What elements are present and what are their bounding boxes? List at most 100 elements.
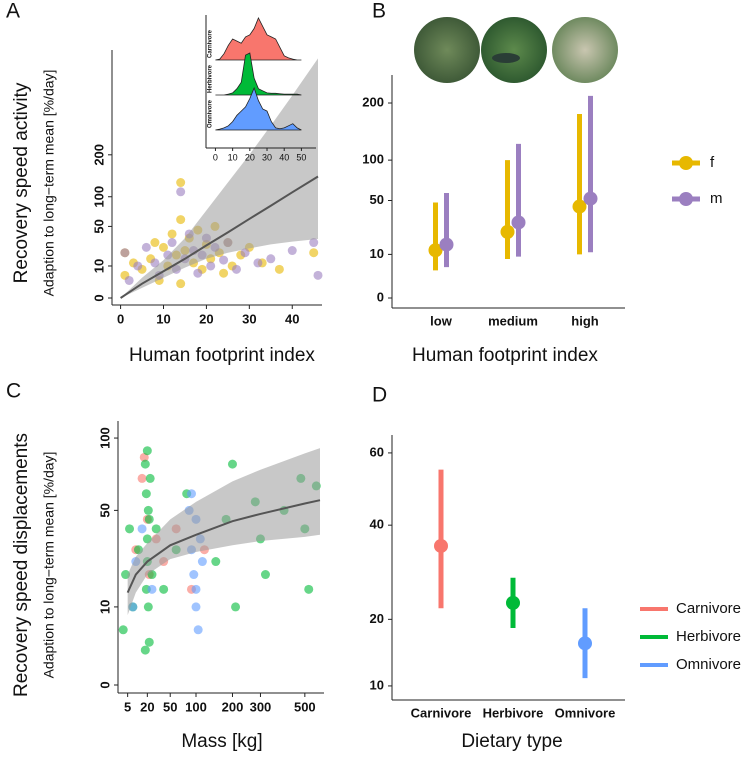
x-axis-title: Mass [kg]	[181, 731, 262, 752]
x-tick-label: medium	[488, 313, 538, 328]
y-tick-label: 0	[377, 289, 384, 304]
x-tick-label: 200	[222, 699, 244, 714]
point	[140, 645, 150, 655]
y-tick-label: 200	[91, 144, 106, 166]
x-tick-label: 500	[294, 699, 316, 714]
x-axis-title: Dietary type	[461, 731, 562, 752]
panel-letter: D	[372, 384, 387, 407]
x-tick-label: 30	[242, 311, 256, 326]
density-area	[215, 86, 302, 131]
point	[506, 595, 520, 610]
point	[147, 584, 157, 594]
x-tick-label: 40	[285, 311, 299, 326]
density-area	[215, 17, 302, 61]
x-axis-title: Human footprint index	[412, 345, 598, 366]
y-axis-title: Recovery speed displacements	[11, 433, 32, 697]
trend-line	[120, 175, 319, 299]
point	[141, 242, 151, 252]
y-tick-label: 50	[370, 192, 384, 207]
density-area	[215, 52, 302, 96]
point	[125, 524, 135, 534]
point	[120, 248, 130, 258]
x-tick-label: 0	[213, 152, 218, 162]
y-tick-label: 0	[91, 294, 106, 301]
x-tick-label: 20	[140, 699, 154, 714]
x-tick-label: Carnivore	[411, 705, 472, 720]
point	[313, 270, 323, 280]
y-tick-label: 10	[91, 259, 106, 273]
point	[231, 264, 241, 274]
point	[137, 473, 147, 483]
x-axis-title: Human footprint index	[129, 345, 315, 366]
x-tick-label: 5	[124, 699, 131, 714]
point	[253, 258, 263, 268]
point	[191, 584, 201, 594]
y-tick-label: 200	[362, 94, 384, 109]
y-tick-label: 100	[97, 427, 112, 449]
trend-line	[126, 499, 321, 594]
confidence-band	[120, 58, 318, 298]
point	[144, 514, 154, 524]
legend-label: Carnivore	[676, 600, 741, 617]
point	[151, 524, 161, 534]
point	[144, 637, 154, 647]
confidence-band	[127, 448, 320, 616]
point	[304, 584, 314, 594]
point	[578, 636, 592, 651]
y-tick-label: 0	[97, 681, 112, 688]
point	[511, 215, 526, 230]
point	[219, 255, 229, 265]
x-tick-label: 20	[245, 152, 255, 162]
photo-detail	[492, 53, 520, 63]
x-tick-label: 40	[279, 152, 289, 162]
point	[145, 473, 155, 483]
y-tick-label: 50	[91, 219, 106, 233]
y-tick-label: 10	[370, 246, 384, 261]
point	[150, 238, 160, 248]
y-tick-label: 100	[91, 186, 106, 208]
x-tick-label: Omnivore	[555, 705, 616, 720]
point	[141, 489, 151, 499]
x-tick-label: 300	[250, 699, 272, 714]
point	[159, 584, 169, 594]
point	[206, 261, 216, 271]
point	[167, 229, 177, 239]
point	[143, 602, 153, 612]
y-axis-title: Recovery speed activity	[11, 82, 32, 283]
point	[191, 602, 201, 612]
legend-label: m	[710, 190, 723, 207]
legend-key	[679, 192, 693, 206]
panel-letter: A	[6, 0, 20, 23]
y-tick-label: 60	[370, 444, 384, 459]
ridge-label: Omnivore	[208, 99, 214, 128]
x-tick-label: 30	[262, 152, 272, 162]
point	[193, 268, 203, 278]
point	[260, 570, 270, 580]
point	[428, 243, 443, 258]
x-tick-label: 50	[296, 152, 306, 162]
y-tick-label: 100	[362, 152, 384, 167]
x-tick-label: 100	[185, 699, 207, 714]
point	[227, 459, 237, 469]
point	[583, 191, 598, 206]
x-tick-label: 50	[163, 699, 177, 714]
y-axis-subtitle: Adaption to long−term mean [%/day]	[41, 70, 57, 297]
point	[133, 261, 143, 271]
point	[197, 557, 207, 567]
point	[189, 570, 199, 580]
x-tick-label: 10	[156, 311, 170, 326]
point	[240, 248, 250, 258]
point	[176, 279, 186, 289]
point	[176, 178, 186, 188]
point	[274, 264, 284, 274]
point	[439, 237, 454, 252]
point	[219, 268, 229, 278]
photo	[414, 17, 480, 83]
x-tick-label: 20	[199, 311, 213, 326]
legend-label: Herbivore	[676, 628, 741, 645]
point	[287, 246, 297, 256]
y-tick-label: 10	[97, 600, 112, 614]
point	[434, 538, 448, 553]
point	[211, 557, 221, 567]
